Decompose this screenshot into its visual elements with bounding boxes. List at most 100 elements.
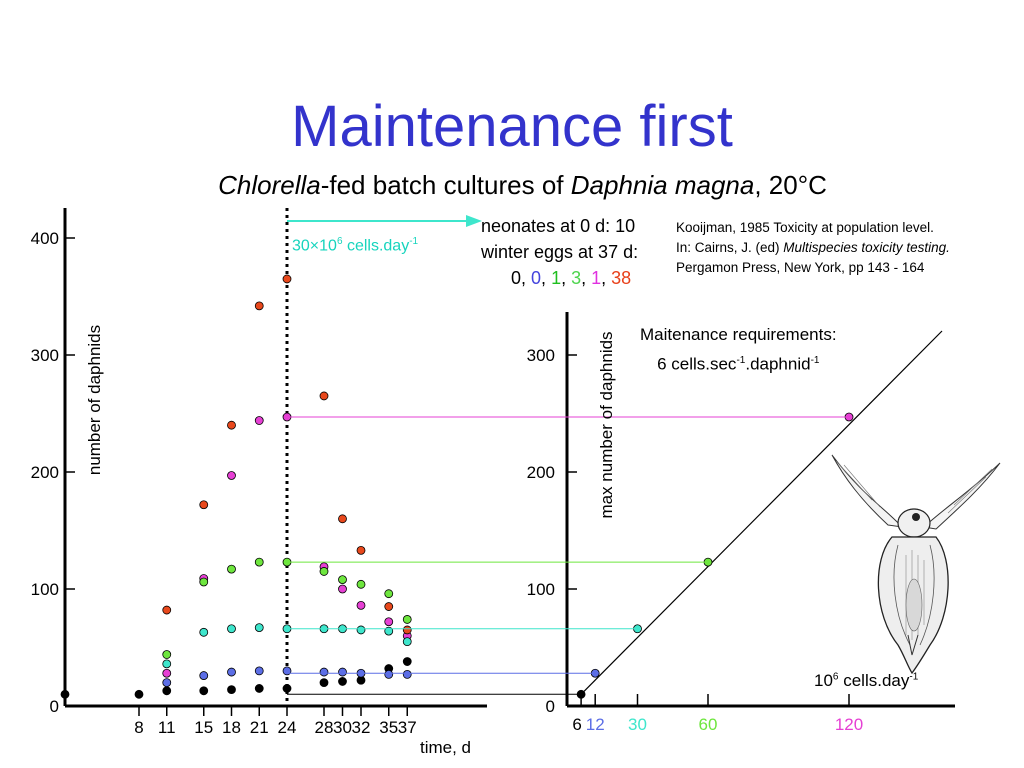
offspring-line-neonates: neonates at 0 d: 10 (481, 216, 636, 236)
offspring-value: 1 (591, 268, 602, 288)
data-point-magenta (254, 416, 264, 425)
right-x-axis-label: 106 cells.day-1 (814, 671, 919, 690)
reference-line-1: Kooijman, 1985 Toxicity at population le… (676, 220, 934, 235)
data-point-red (319, 391, 329, 401)
offspring-line-eggs: winter eggs at 37 d: (481, 242, 639, 262)
data-point-red (254, 301, 264, 311)
reference-citation: Kooijman, 1985 Toxicity at population le… (676, 218, 950, 278)
data-point-cyan (227, 624, 236, 634)
data-point-blue (199, 671, 209, 680)
data-point-black (338, 677, 347, 686)
daphnia-antenna-left (831, 454, 904, 528)
offspring-value: 38 (611, 268, 632, 288)
data-point-black (254, 684, 264, 693)
data-point-red (227, 420, 236, 430)
data-point-red (162, 605, 172, 615)
data-point-magenta (227, 471, 236, 480)
feeding-arrowhead (466, 215, 482, 227)
left-x-tick-label: 21 (250, 718, 269, 737)
slide-title: Maintenance first (291, 94, 733, 159)
data-point-black (402, 657, 412, 666)
daphnia-antenna-right (922, 462, 1001, 530)
left-x-axis-label: time, d (420, 738, 472, 757)
reference-line-2: In: Cairns, J. (ed) Multispecies toxicit… (676, 240, 950, 255)
data-point-green (199, 577, 209, 587)
left-y-tick-label: 400 (31, 229, 59, 248)
left-y-tick-label: 300 (31, 346, 59, 365)
data-point-red (384, 602, 394, 611)
data-point-red (356, 545, 366, 555)
right-y-tick-label: 200 (527, 463, 555, 482)
daphnia-head (897, 508, 931, 538)
right-chart: 0 100 200 300 6 12 30 60 120 (527, 312, 955, 734)
left-x-tick-label: 28 (315, 718, 334, 737)
data-point-magenta (162, 668, 172, 678)
left-y-tick-label: 200 (31, 463, 59, 482)
data-point-red (199, 500, 209, 510)
left-x-tick-label: 15 (194, 718, 213, 737)
data-point-blue (254, 666, 264, 676)
data-point-blue (162, 678, 172, 687)
right-x-tick-label: 60 (699, 715, 718, 734)
right-y-tick-label: 0 (546, 697, 555, 716)
data-point-green (356, 579, 366, 589)
left-y-tick-label: 100 (31, 580, 59, 599)
data-point-black (134, 689, 144, 699)
data-point-green (384, 589, 394, 599)
offspring-value: 0 (511, 268, 522, 288)
offspring-value: 3 (571, 268, 582, 288)
left-x-tick-label: 32 (352, 718, 371, 737)
data-point-green (254, 557, 264, 567)
left-x-tick-label: 37 (398, 718, 417, 737)
data-point-magenta (338, 584, 347, 594)
left-x-tick-label: 8 (134, 718, 143, 737)
data-point-cyan (162, 659, 172, 669)
data-point-cyan (402, 637, 412, 647)
daphnia-illustration (831, 454, 1001, 675)
subtitle-species-1: Chlorella (218, 170, 321, 200)
data-point-cyan (254, 623, 264, 633)
fit-line (580, 330, 943, 695)
daphnia-eye (912, 513, 920, 521)
right-y-axis-label: max number of daphnids (597, 331, 616, 519)
data-point-green (319, 567, 329, 576)
data-point-red (402, 625, 412, 635)
right-x-tick-label: 6 (572, 715, 581, 734)
subtitle-text-2: , 20°C (754, 170, 827, 200)
data-point-black (60, 689, 70, 699)
reference-line-3: Pergamon Press, New York, pp 143 - 164 (676, 260, 925, 275)
data-point-green (402, 615, 412, 624)
data-point-blue (384, 670, 394, 679)
data-point-blue (319, 667, 329, 677)
food-rate-label: 30×106 cells.day-1 (292, 236, 419, 255)
subtitle-text-1: -fed batch cultures of (320, 170, 571, 200)
offspring-legend: neonates at 0 d: 10 winter eggs at 37 d:… (481, 213, 638, 291)
left-x-tick-label: 11 (158, 718, 176, 737)
data-point-blue (402, 670, 412, 679)
data-point-blue (338, 667, 347, 677)
data-point-black (199, 686, 209, 696)
data-point-green (227, 564, 236, 574)
right-y-tick-label: 300 (527, 346, 555, 365)
data-point-black (319, 678, 329, 687)
data-point-black (282, 684, 292, 693)
right-x-tick-label: 30 (628, 715, 647, 734)
subtitle-species-2: Daphnia magna (570, 170, 755, 200)
right-x-tick-label: 12 (586, 715, 605, 734)
connector-lines (287, 416, 849, 695)
right-x-tick-label: 120 (835, 715, 863, 734)
left-x-tick-label: 18 (222, 718, 241, 737)
maintenance-requirements: Maitenance requirements: 6 cells.sec-1.d… (640, 322, 837, 378)
data-point-cyan (199, 627, 209, 637)
left-x-tick-label: 35 (379, 718, 398, 737)
data-point-magenta (384, 617, 394, 627)
maintenance-line-2: 6 cells.sec-1.daphnid-1 (657, 354, 820, 374)
left-y-axis-label: number of daphnids (85, 324, 104, 476)
offspring-value: 1 (551, 268, 562, 288)
data-point-magenta (356, 600, 366, 610)
left-chart: 0 100 200 300 400 8 11 15 18 21 24 28 30 32 35 37 (31, 208, 487, 737)
data-point-cyan (356, 625, 366, 635)
data-point-blue (227, 667, 236, 677)
maintenance-line-1: Maitenance requirements: (640, 325, 837, 344)
